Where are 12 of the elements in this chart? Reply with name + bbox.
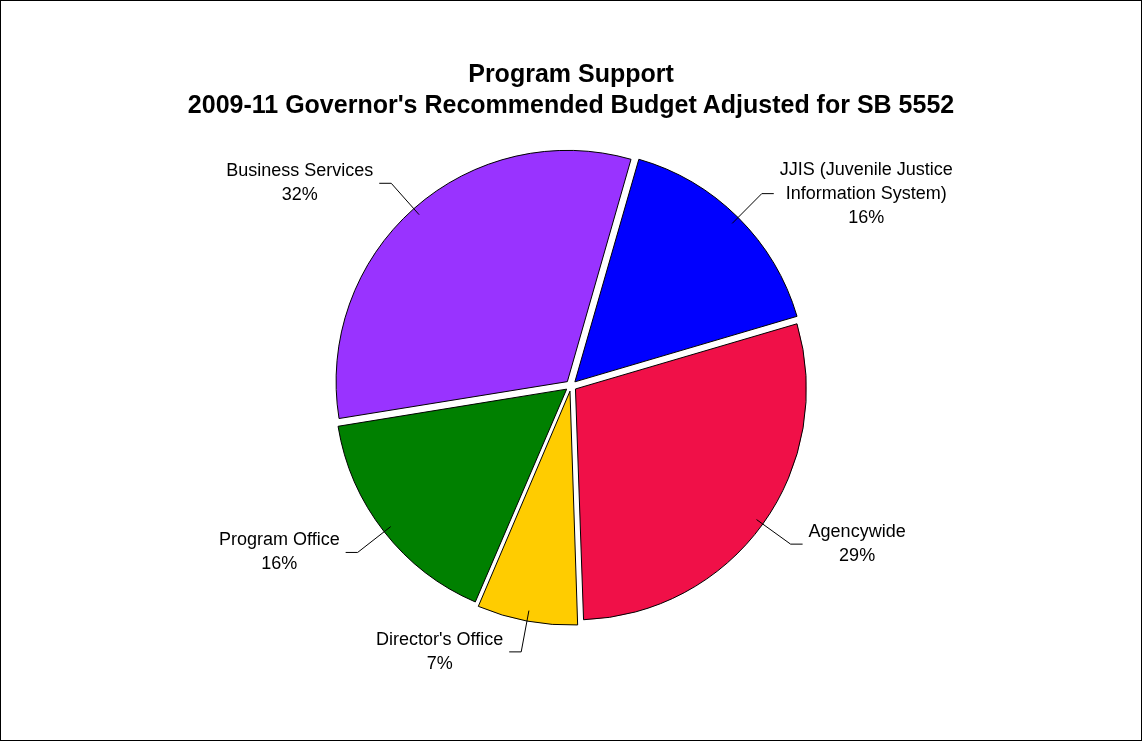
slice-label: Director's Office: [376, 628, 504, 649]
slice-label: Program Office: [218, 529, 340, 550]
data-label: 29%: [839, 545, 876, 566]
slice-label: Agencywide: [808, 521, 906, 542]
data-label: 7%: [426, 652, 453, 673]
slice-label: Business Services: [226, 160, 374, 181]
data-label: 32%: [281, 184, 318, 205]
chart-subtitle: 2009-11 Governor's Recommended Budget Adjusted for SB 5552: [187, 89, 955, 118]
slice-label: JJIS (Juvenile Justice Information System): [779, 158, 953, 203]
data-label: 16%: [261, 553, 298, 574]
chart-title: Program Support: [468, 58, 675, 87]
data-label: 16%: [848, 206, 885, 227]
